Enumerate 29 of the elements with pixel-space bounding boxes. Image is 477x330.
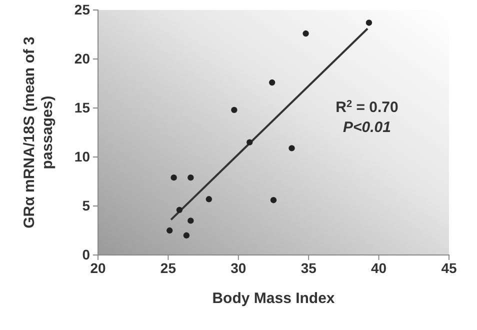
x-tick-label: 25 <box>160 260 176 276</box>
x-tick-label: 40 <box>371 260 387 276</box>
point <box>246 139 253 146</box>
annotation: P<0.01 <box>343 119 391 136</box>
y-tick-label: 15 <box>74 99 90 116</box>
point <box>302 30 309 37</box>
y-tick-label: 5 <box>82 197 90 214</box>
y-tick-label: 20 <box>74 50 90 66</box>
annotation: R$^{2}$ = 0.70 <box>336 98 398 116</box>
point <box>170 174 177 181</box>
point <box>188 174 194 181</box>
x-axis-title: Body Mass Index <box>212 290 336 307</box>
point <box>206 196 212 202</box>
x-tick-label: 35 <box>300 260 317 276</box>
point <box>166 227 173 234</box>
point <box>270 197 277 204</box>
point <box>288 145 295 152</box>
point <box>366 20 372 26</box>
point <box>188 218 194 224</box>
x-tick-label: 30 <box>230 260 246 276</box>
point <box>231 106 238 114</box>
x-tick-label: 45 <box>441 260 457 276</box>
y-axis-title: GRα mRNA/18S (mean of 3 passages) <box>21 36 56 228</box>
y-tick-label: 10 <box>74 148 90 164</box>
point <box>176 206 183 214</box>
y-tick-label: 0 <box>82 246 90 262</box>
point <box>183 232 190 238</box>
y-tick-label: 25 <box>74 1 90 18</box>
point <box>269 79 276 86</box>
